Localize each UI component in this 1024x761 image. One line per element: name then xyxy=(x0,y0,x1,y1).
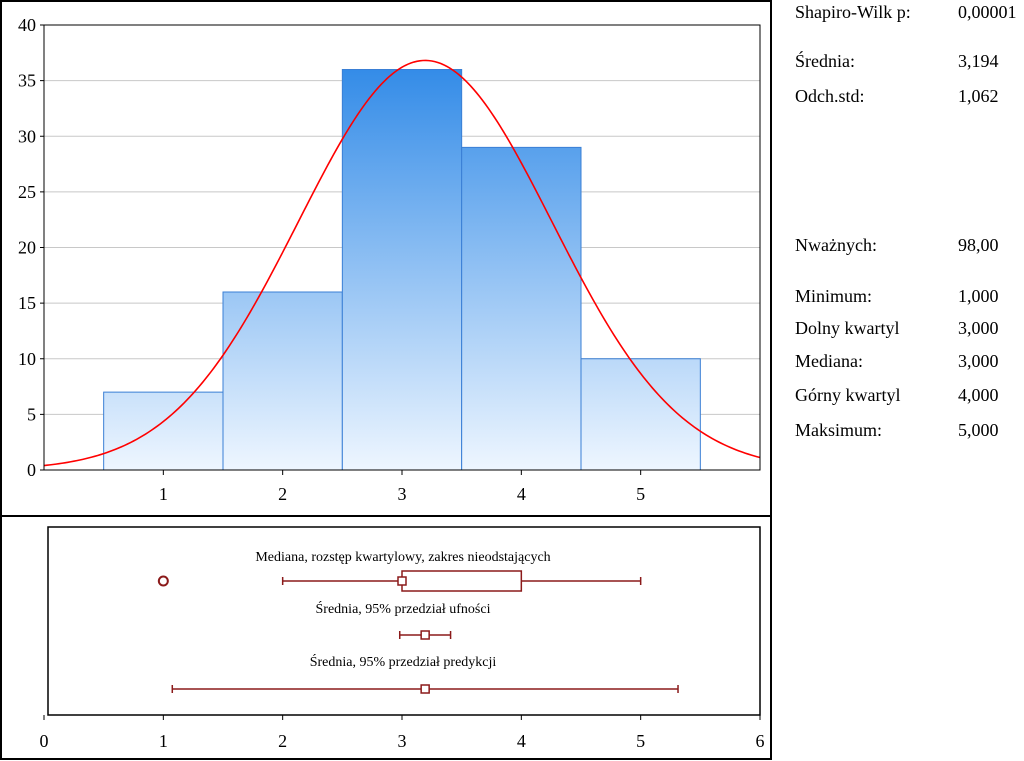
stat-label: Minimum: xyxy=(795,286,873,306)
median-marker xyxy=(397,576,407,586)
histogram-bar xyxy=(341,69,463,471)
stat-label: Mediana: xyxy=(795,351,863,371)
mean-marker xyxy=(420,684,430,694)
stat-value: 1,000 xyxy=(958,286,999,306)
prediction-interval-label: Średnia, 95% przedział predykcji xyxy=(310,653,497,670)
stat-value: 5,000 xyxy=(958,420,999,440)
boxplot-panel: Mediana, rozstęp kwartylowy, zakres nieo… xyxy=(40,526,765,751)
x-tick-label: 5 xyxy=(636,484,645,504)
stat-label: Górny kwartyl xyxy=(795,385,901,405)
stat-upper-quartile: Górny kwartyl 4,000 xyxy=(772,384,1024,406)
stat-value: 4,000 xyxy=(958,385,999,405)
stat-maximum: Maksimum: 5,000 xyxy=(772,419,1024,441)
stat-shapiro-wilk: Shapiro-Wilk p: 0,00001 xyxy=(772,1,1024,23)
y-tick-label: 35 xyxy=(18,71,36,91)
stat-value: 3,000 xyxy=(958,351,999,371)
histogram-axes: 0 5 10 15 20 25 30 35 40 1 2 3 4 5 xyxy=(18,15,645,504)
outer-frame xyxy=(0,0,772,760)
stat-value: 3,000 xyxy=(958,318,999,338)
stat-median: Mediana: 3,000 xyxy=(772,350,1024,372)
stat-label: Nważnych: xyxy=(795,235,877,255)
interquartile-box xyxy=(401,570,523,592)
stat-label: Dolny kwartyl xyxy=(795,318,900,338)
histogram-bar xyxy=(222,291,343,471)
y-tick-label: 30 xyxy=(18,126,36,146)
normal-fit-curve xyxy=(43,59,761,467)
y-tick-label: 20 xyxy=(18,238,36,258)
y-tick-label: 25 xyxy=(18,182,36,202)
x-tick-label: 1 xyxy=(159,731,168,751)
x-tick-label: 0 xyxy=(40,731,49,751)
stat-value: 3,194 xyxy=(958,51,999,71)
y-tick-label: 40 xyxy=(18,15,36,35)
stat-minimum: Minimum: 1,000 xyxy=(772,285,1024,307)
statistics-panel: Shapiro-Wilk p: 0,00001 Średnia: 3,194 O… xyxy=(772,0,1024,761)
y-tick-label: 10 xyxy=(18,349,36,369)
stat-value: 0,00001 xyxy=(958,2,1017,22)
histogram-panel: 0 5 10 15 20 25 30 35 40 1 2 3 4 5 xyxy=(18,15,761,504)
histogram-bar xyxy=(461,146,582,471)
y-tick-label: 15 xyxy=(18,293,36,313)
x-tick-label: 6 xyxy=(756,731,765,751)
x-tick-label: 5 xyxy=(636,731,645,751)
boxplot-marks xyxy=(157,570,679,694)
stat-label: Maksimum: xyxy=(795,420,883,440)
x-tick-label: 4 xyxy=(517,484,526,504)
boxplot-frame xyxy=(47,526,761,716)
confidence-interval-label: Średnia, 95% przedział ufności xyxy=(316,600,491,617)
stat-value: 98,00 xyxy=(958,235,999,255)
x-tick-label: 3 xyxy=(398,731,407,751)
x-tick-label: 1 xyxy=(159,484,168,504)
histogram-bar xyxy=(103,391,224,471)
y-tick-label: 0 xyxy=(27,460,36,480)
stat-lower-quartile: Dolny kwartyl 3,000 xyxy=(772,317,1024,339)
histogram-bar xyxy=(580,358,701,471)
mean-marker xyxy=(420,630,430,640)
stat-valid-n: Nważnych: 98,00 xyxy=(772,234,1024,256)
x-tick-label: 4 xyxy=(517,731,526,751)
y-tick-label: 5 xyxy=(27,404,36,424)
outlier-marker xyxy=(157,575,169,587)
stat-label: Shapiro-Wilk p: xyxy=(795,2,911,22)
histogram-bars xyxy=(103,69,701,471)
stat-label: Odch.std: xyxy=(795,86,865,106)
stat-mean: Średnia: 3,194 xyxy=(772,50,1024,72)
boxplot-row-label: Mediana, rozstęp kwartylowy, zakres nieo… xyxy=(255,550,550,565)
x-tick-label: 2 xyxy=(278,484,287,504)
stat-std-dev: Odch.std: 1,062 xyxy=(772,85,1024,107)
x-tick-label: 2 xyxy=(278,731,287,751)
stat-label: Średnia: xyxy=(795,51,855,71)
boxplot-axis: 0 1 2 3 4 5 6 xyxy=(40,715,765,751)
x-tick-label: 3 xyxy=(398,484,407,504)
stat-value: 1,062 xyxy=(958,86,999,106)
